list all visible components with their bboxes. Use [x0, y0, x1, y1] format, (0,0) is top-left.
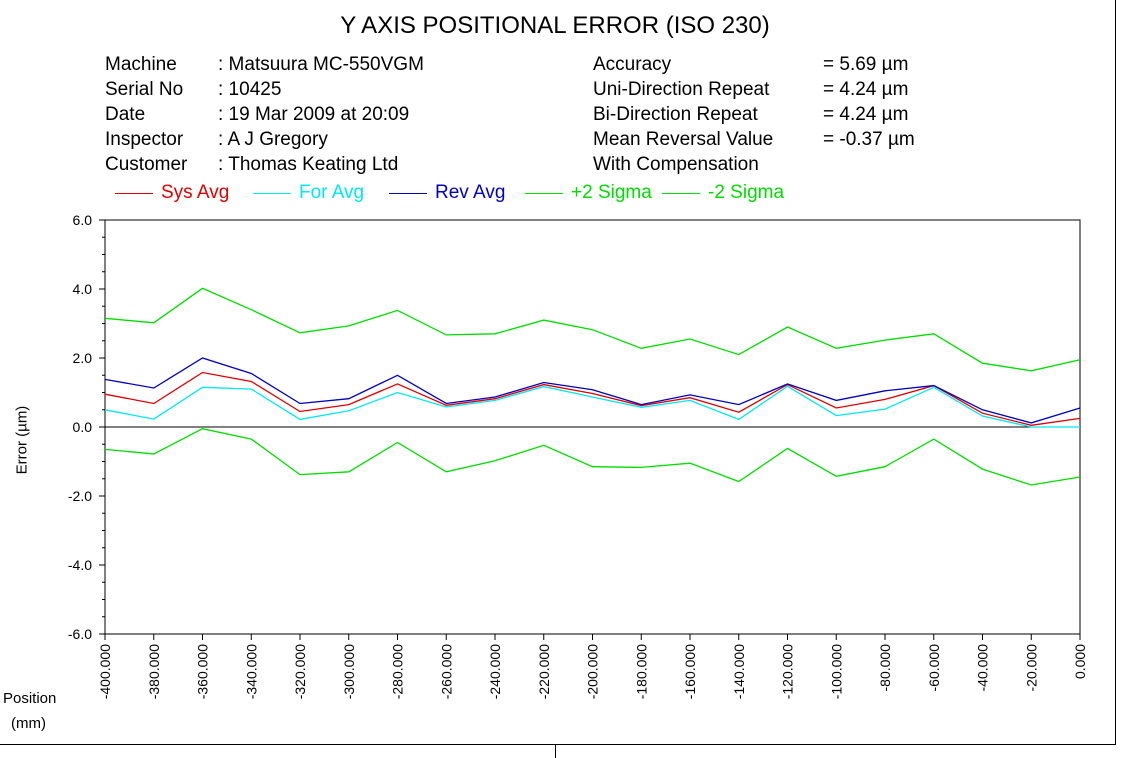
x-tick-label: -120.000 [780, 644, 796, 699]
y-tick-label: -6.0 [68, 626, 92, 642]
x-tick-label: -40.000 [975, 644, 991, 692]
y-tick-label: 2.0 [73, 350, 93, 366]
series-line-sys-avg [105, 373, 1080, 426]
x-tick-label: -300.000 [341, 644, 357, 699]
y-tick-label: -2.0 [68, 488, 92, 504]
series-line-minus2-sigma [105, 429, 1080, 485]
x-tick-label: -400.000 [97, 644, 113, 699]
y-tick-label: 6.0 [73, 212, 93, 228]
x-tick-label: 0.000 [1072, 644, 1088, 679]
x-tick-label: -360.000 [195, 644, 211, 699]
y-tick-label: 0.0 [73, 419, 93, 435]
y-tick-label: -4.0 [68, 557, 92, 573]
x-tick-label: -320.000 [292, 644, 308, 699]
x-tick-label: -100.000 [828, 644, 844, 699]
x-tick-label: -200.000 [585, 644, 601, 699]
x-tick-label: -260.000 [438, 644, 454, 699]
x-tick-label: -20.000 [1023, 644, 1039, 692]
x-tick-label: -340.000 [243, 644, 259, 699]
footer-rule [0, 744, 1116, 745]
x-tick-label: -160.000 [682, 644, 698, 699]
series-line-rev-avg [105, 358, 1080, 423]
x-tick-label: -220.000 [536, 644, 552, 699]
x-tick-label: -60.000 [926, 644, 942, 692]
y-tick-label: 4.0 [73, 281, 93, 297]
series-line-plus2-sigma [105, 288, 1080, 371]
x-tick-label: -280.000 [390, 644, 406, 699]
x-tick-label: -380.000 [146, 644, 162, 699]
x-tick-label: -80.000 [877, 644, 893, 692]
x-tick-label: -240.000 [487, 644, 503, 699]
x-tick-label: -140.000 [731, 644, 747, 699]
series-line-for-avg [105, 386, 1080, 427]
x-tick-label: -180.000 [633, 644, 649, 699]
footer-divider [555, 744, 556, 758]
